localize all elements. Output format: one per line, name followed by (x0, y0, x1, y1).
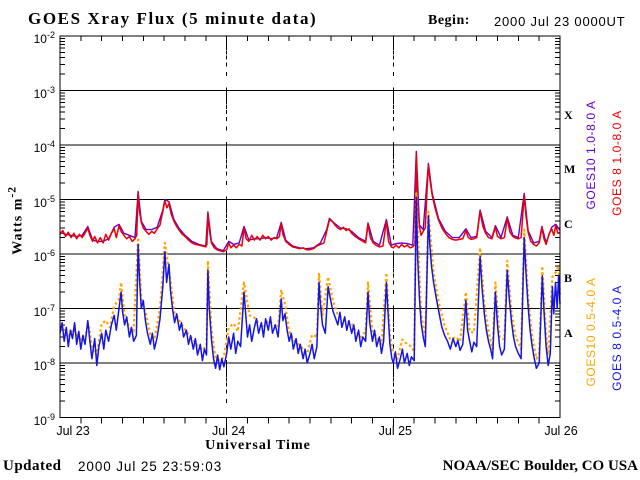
updated-value: 2000 Jul 25 23:59:03 (78, 459, 223, 474)
legend-goes-8-0-5-4-0-a: GOES 8 0.5-4.0 A (610, 285, 624, 391)
updated-label: Updated (3, 458, 62, 474)
credit-text: NOAA/SEC Boulder, CO USA (442, 458, 638, 474)
begin-value: 2000 Jul 23 0000UT (494, 14, 626, 29)
series-goes-8-1-0-8-0-a (59, 152, 561, 253)
flare-class-a: A (564, 325, 573, 340)
y-tick-label: 10-2 (33, 30, 55, 46)
x-axis-title: Universal Time (205, 438, 311, 453)
flare-class-x: X (564, 107, 573, 122)
flare-class-c: C (564, 216, 573, 231)
x-tick-label: Jul 23 (56, 424, 90, 438)
y-tick-label: 10-5 (33, 193, 55, 210)
x-tick-label: Jul 26 (544, 424, 578, 438)
plot-frame (59, 35, 561, 418)
y-tick-label: 10-7 (33, 302, 55, 319)
series-goes10-0-5-4-0-a (59, 192, 562, 362)
legend-goes10-0-5-4-0-a: GOES10 0.5-4.0 A (584, 277, 598, 387)
y-tick-label: 10-4 (33, 139, 55, 155)
y-axis-title-exponent: -2 (5, 185, 19, 198)
y-tick-label: 10-6 (33, 248, 55, 264)
flare-class-m: M (564, 162, 576, 177)
y-tick-label: 10-3 (33, 84, 55, 101)
plot-title: GOES Xray Flux (5 minute data) (28, 9, 318, 28)
series-goes10-1-0-8-0-a (59, 150, 561, 252)
legend-goes-8-1-0-8-0-a: GOES 8 1.0-8.0 A (610, 110, 624, 216)
x-tick-label: Jul 25 (378, 424, 412, 438)
x-tick-label: Jul 24 (211, 424, 246, 438)
flare-class-b: B (564, 271, 573, 286)
y-tick-label: 10-9 (33, 411, 55, 428)
series-goes-8-0-5-4-0-a (59, 196, 561, 371)
begin-label: Begin: (428, 13, 470, 28)
y-tick-label: 10-8 (33, 357, 55, 373)
legend-goes10-1-0-8-0-a: GOES10 1.0-8.0 A (584, 100, 598, 210)
